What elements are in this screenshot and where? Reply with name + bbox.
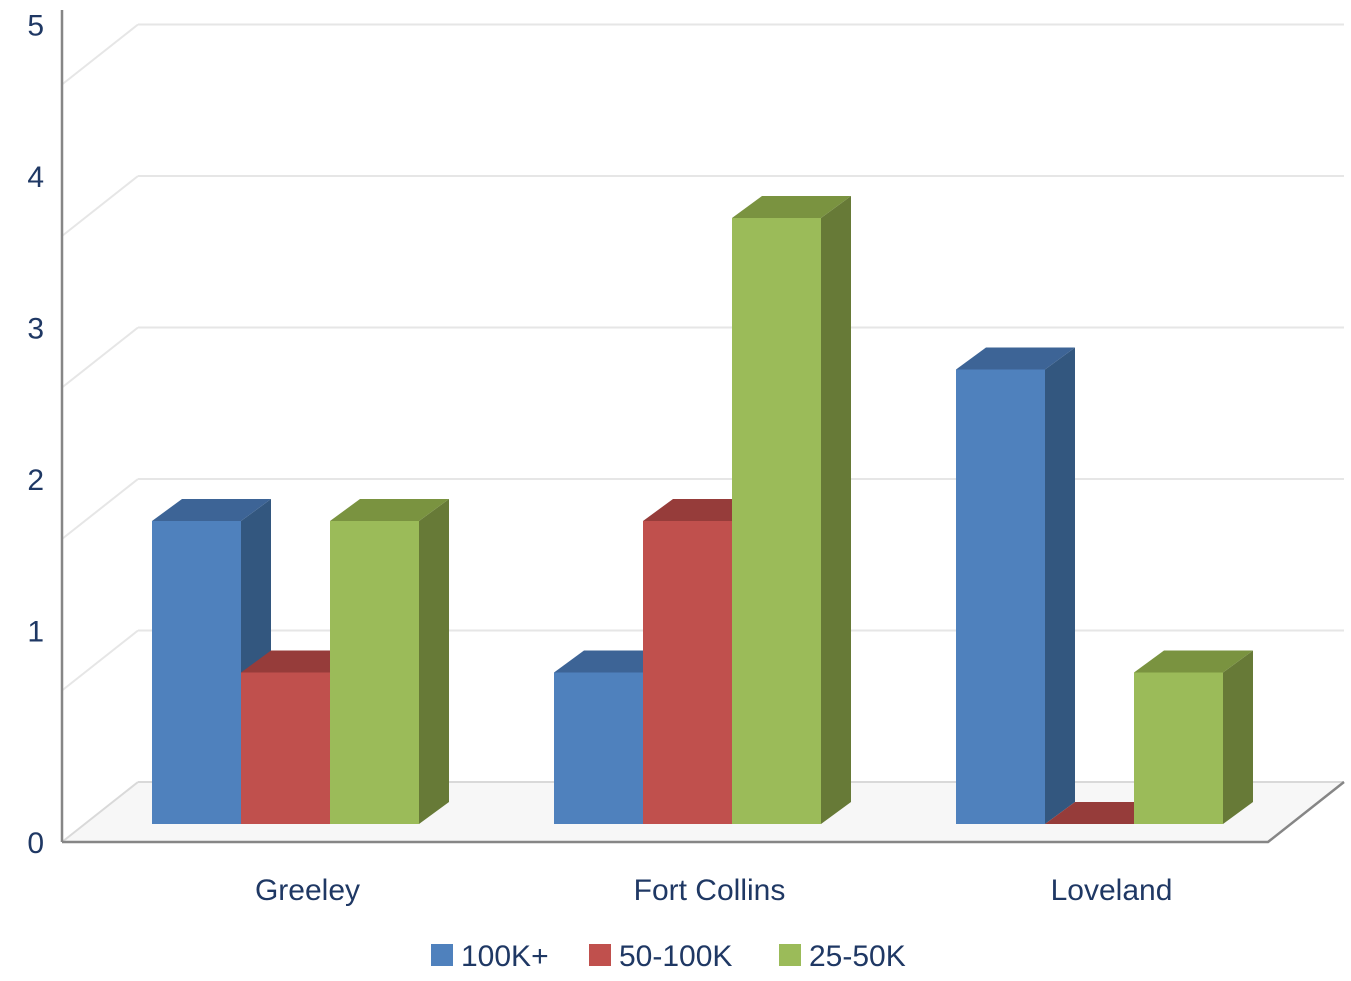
legend-label: 100K+ [461, 940, 549, 973]
bar-top [330, 499, 449, 521]
legend-swatch [779, 944, 801, 966]
bar-top [956, 347, 1075, 370]
legend-swatch [589, 944, 611, 966]
gridline-side [61, 326, 139, 389]
bar-front [732, 218, 821, 824]
bar [330, 499, 449, 824]
bar-top [732, 196, 851, 218]
axes [60, 10, 1345, 844]
bar [956, 347, 1075, 824]
legend: 100K+ 50-100K 25-50K [431, 940, 906, 973]
legend-item: 25-50K [779, 940, 906, 973]
gridline-side [61, 478, 139, 540]
y-tick-label: 4 [27, 161, 44, 194]
bar-side [1045, 347, 1075, 824]
bar-side [1223, 650, 1253, 824]
legend-swatch [431, 944, 453, 966]
bar-side [419, 499, 449, 824]
bars [152, 196, 1253, 824]
bar-top [152, 499, 271, 521]
y-tick-label: 3 [27, 313, 44, 346]
legend-label: 25-50K [809, 940, 906, 973]
bar-front [152, 521, 241, 824]
bar [732, 196, 851, 824]
bar-top [1134, 650, 1253, 673]
bar-front [956, 369, 1045, 824]
gridline-side [61, 629, 139, 692]
x-axis-category-labels: Greeley Fort Collins Loveland [255, 874, 1172, 907]
x-axis-line [62, 781, 1345, 844]
bar [152, 499, 271, 824]
bar-front [330, 521, 419, 824]
bar-side [821, 196, 851, 824]
x-category-label: Loveland [1051, 874, 1173, 907]
legend-label: 50-100K [619, 940, 732, 973]
bar-front [554, 672, 643, 824]
gridline-side [61, 175, 139, 237]
y-tick-label: 1 [27, 616, 44, 649]
y-axis-tick-labels: 0 1 2 3 4 5 [27, 10, 44, 861]
legend-item: 100K+ [431, 940, 549, 973]
floor-left-edge [61, 781, 139, 843]
bar [1134, 650, 1253, 824]
legend-item: 50-100K [589, 940, 732, 973]
bar-front [643, 521, 732, 824]
bar-front [1134, 672, 1223, 824]
gridline-side [61, 23, 139, 86]
y-tick-label: 0 [27, 827, 44, 860]
bar-front [241, 672, 330, 824]
x-category-label: Greeley [255, 874, 360, 907]
x-category-label: Fort Collins [634, 874, 786, 907]
y-tick-label: 5 [27, 10, 44, 43]
y-tick-label: 2 [27, 464, 44, 497]
